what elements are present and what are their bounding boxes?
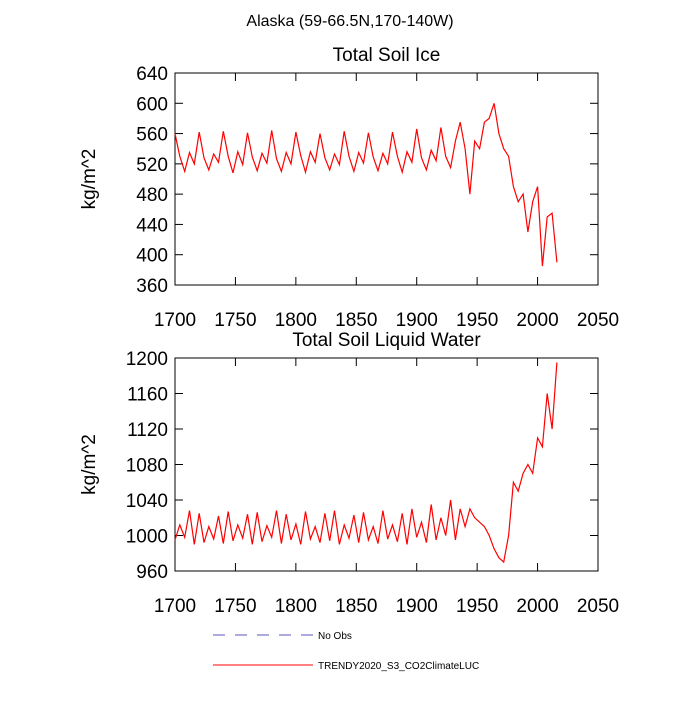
legend-label: TRENDY2020_S3_CO2ClimateLUC [318,661,479,672]
x-tick-label: 1950 [456,310,498,331]
y-tick-label: 1080 [126,456,168,477]
x-tick-label: 1800 [275,310,317,331]
x-tick-label: 2000 [516,310,558,331]
x-tick-label: 1750 [214,596,256,617]
data-line [174,362,558,564]
x-tick-label: 2050 [577,310,619,331]
x-tick-label: 1950 [456,596,498,617]
y-tick-label: 1160 [127,385,168,406]
x-tick-label: 1750 [214,310,256,331]
data-line [174,103,558,267]
x-tick-label: 1900 [396,310,438,331]
y-axis-label: kg/m^2 [79,434,100,495]
y-tick-label: 600 [136,94,168,115]
panel-title: Total Soil Ice [333,45,441,66]
x-tick-label: 1850 [335,596,377,617]
y-tick-label: 640 [136,64,168,85]
plot-frame [174,72,599,286]
x-tick-label: 1700 [154,596,196,617]
y-tick-label: 1040 [126,491,168,512]
y-axis-label: kg/m^2 [79,149,100,210]
x-tick-label: 1800 [275,596,317,617]
x-tick-label: 2050 [577,596,619,617]
y-tick-label: 360 [136,276,168,297]
y-tick-label: 560 [136,125,168,146]
x-tick-label: 1900 [396,596,438,617]
x-tick-label: 1850 [335,310,377,331]
y-tick-label: 440 [136,215,168,236]
panel-title: Total Soil Liquid Water [292,330,481,351]
x-tick-label: 1700 [154,310,196,331]
x-tick-label: 2000 [516,596,558,617]
y-tick-label: 1120 [127,420,168,441]
suptitle: Alaska (59-66.5N,170-140W) [246,13,453,30]
y-tick-label: 480 [136,185,168,206]
y-tick-label: 960 [136,562,168,583]
y-tick-label: 1200 [126,349,168,370]
y-tick-label: 400 [136,246,168,267]
legend-label: No Obs [318,631,352,642]
y-tick-label: 1000 [126,527,168,548]
y-tick-label: 520 [136,155,168,176]
